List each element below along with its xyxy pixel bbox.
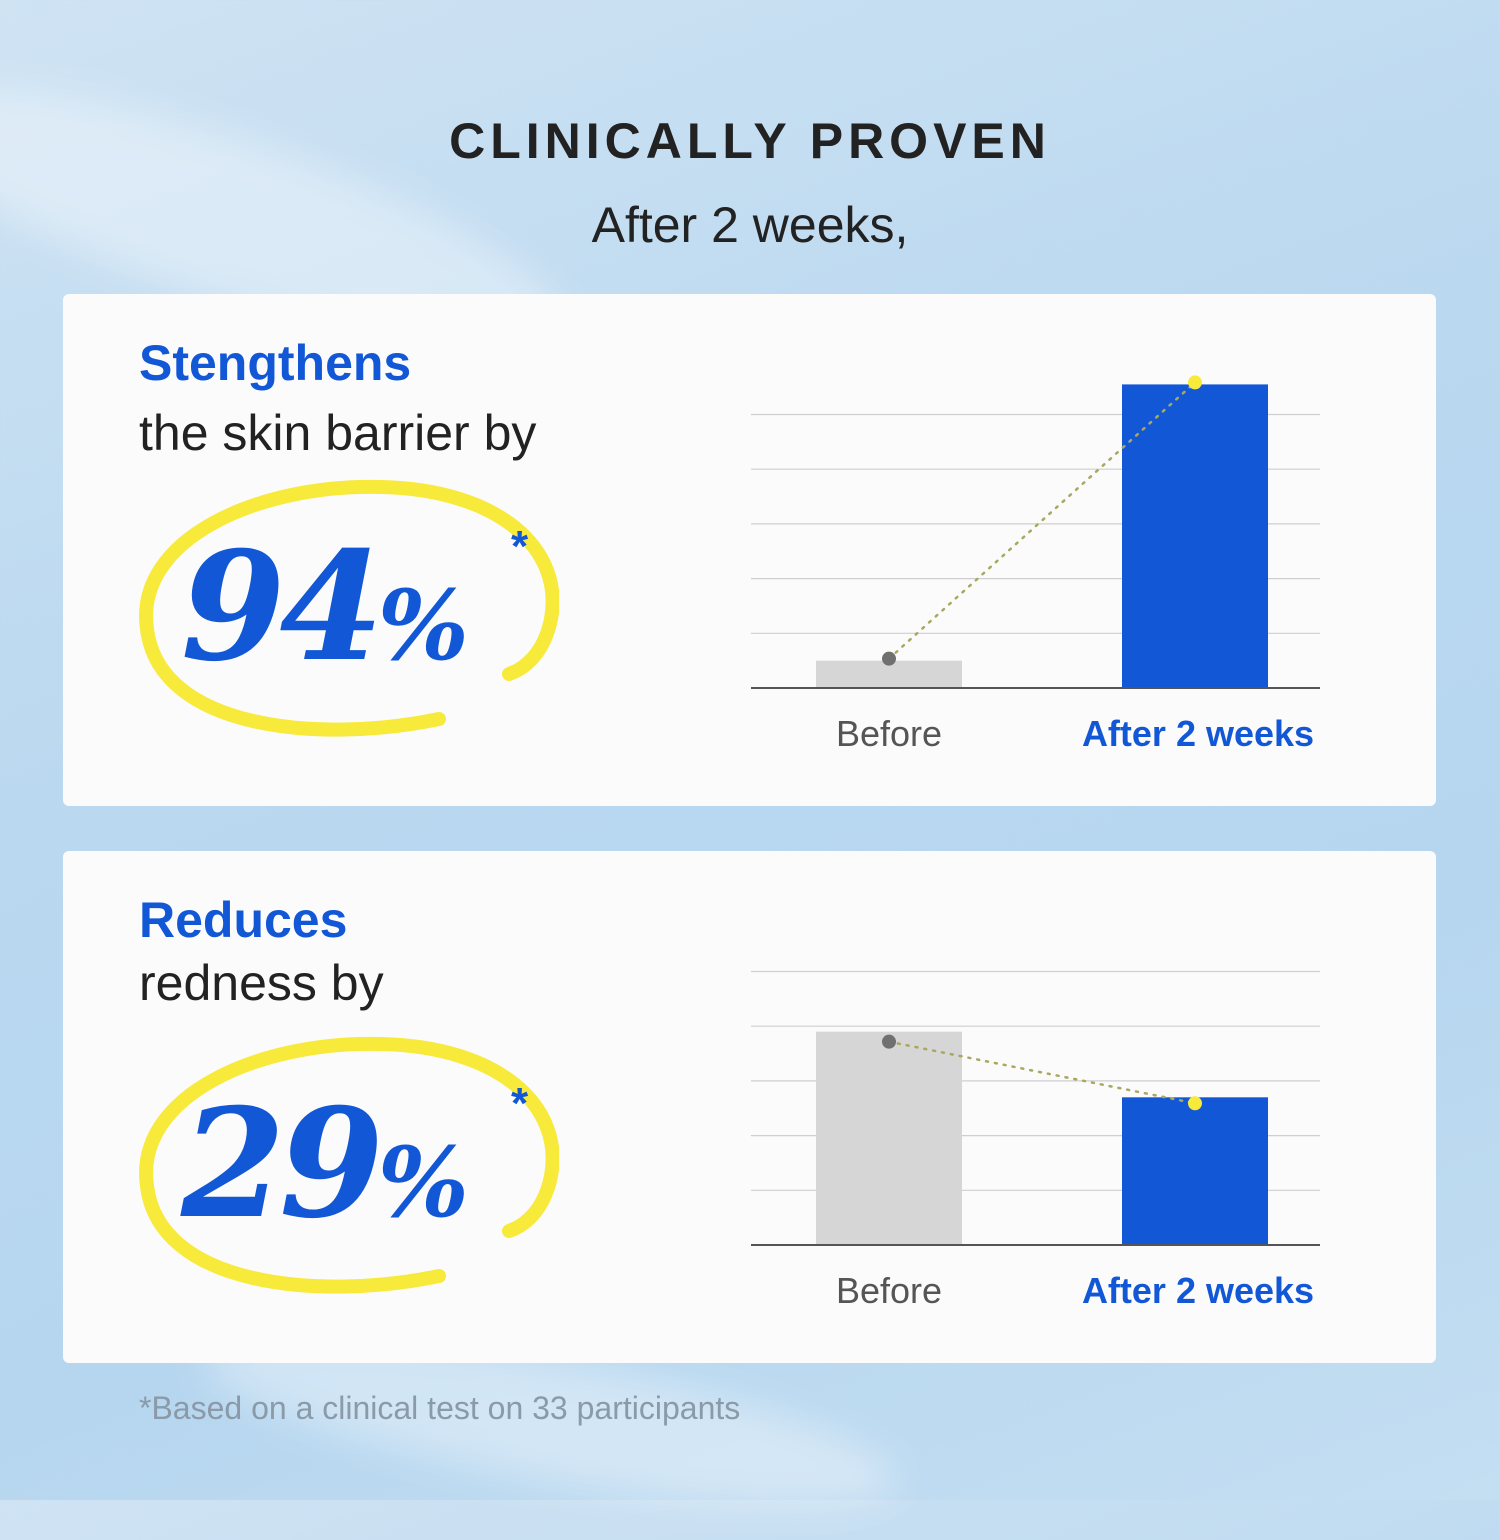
x-tick-label: After 2 weeks [1082,713,1314,754]
percent-sign: % [377,569,469,682]
data-point-after [1188,375,1202,390]
bar-chart-barrier: Before After 2 weeks [751,375,1320,754]
card-subline: redness by [139,955,384,1011]
data-point-before [882,651,896,666]
page-title: CLINICALLY PROVEN [449,113,1051,169]
percent-value: 94% [181,519,469,695]
x-tick-label: Before [836,713,942,754]
x-tick-label: After 2 weeks [1082,1270,1314,1311]
page-subtitle: After 2 weeks, [591,197,909,253]
x-tick-label: Before [836,1270,942,1311]
bar-before [816,1031,962,1245]
bar-chart-redness: Before After 2 weeks [751,970,1320,1311]
card-headline: Stengthens [139,335,412,391]
yellow-circle-highlight [139,479,559,737]
bar-after [1122,384,1268,688]
asterisk: * [511,1079,529,1128]
barrier-card: Stengthens the skin barrier by 94% * Bef… [63,294,1436,806]
percent-sign: % [377,1126,469,1239]
card-headline: Reduces [139,892,348,948]
percent-value: 29% [181,1076,469,1252]
data-point-before [882,1034,896,1049]
asterisk: * [511,522,529,571]
percent-number: 94 [181,519,384,695]
yellow-circle-highlight [139,1036,559,1294]
trend-line [887,381,1197,660]
trend-line [887,1040,1197,1105]
data-point-after [1188,1096,1202,1111]
card-subline: the skin barrier by [139,405,537,461]
bar-after [1122,1097,1268,1245]
percent-number: 29 [181,1076,384,1252]
footnote: *Based on a clinical test on 33 particip… [139,1390,741,1426]
redness-card: Reduces redness by 29% * Before After 2 w… [63,851,1436,1363]
